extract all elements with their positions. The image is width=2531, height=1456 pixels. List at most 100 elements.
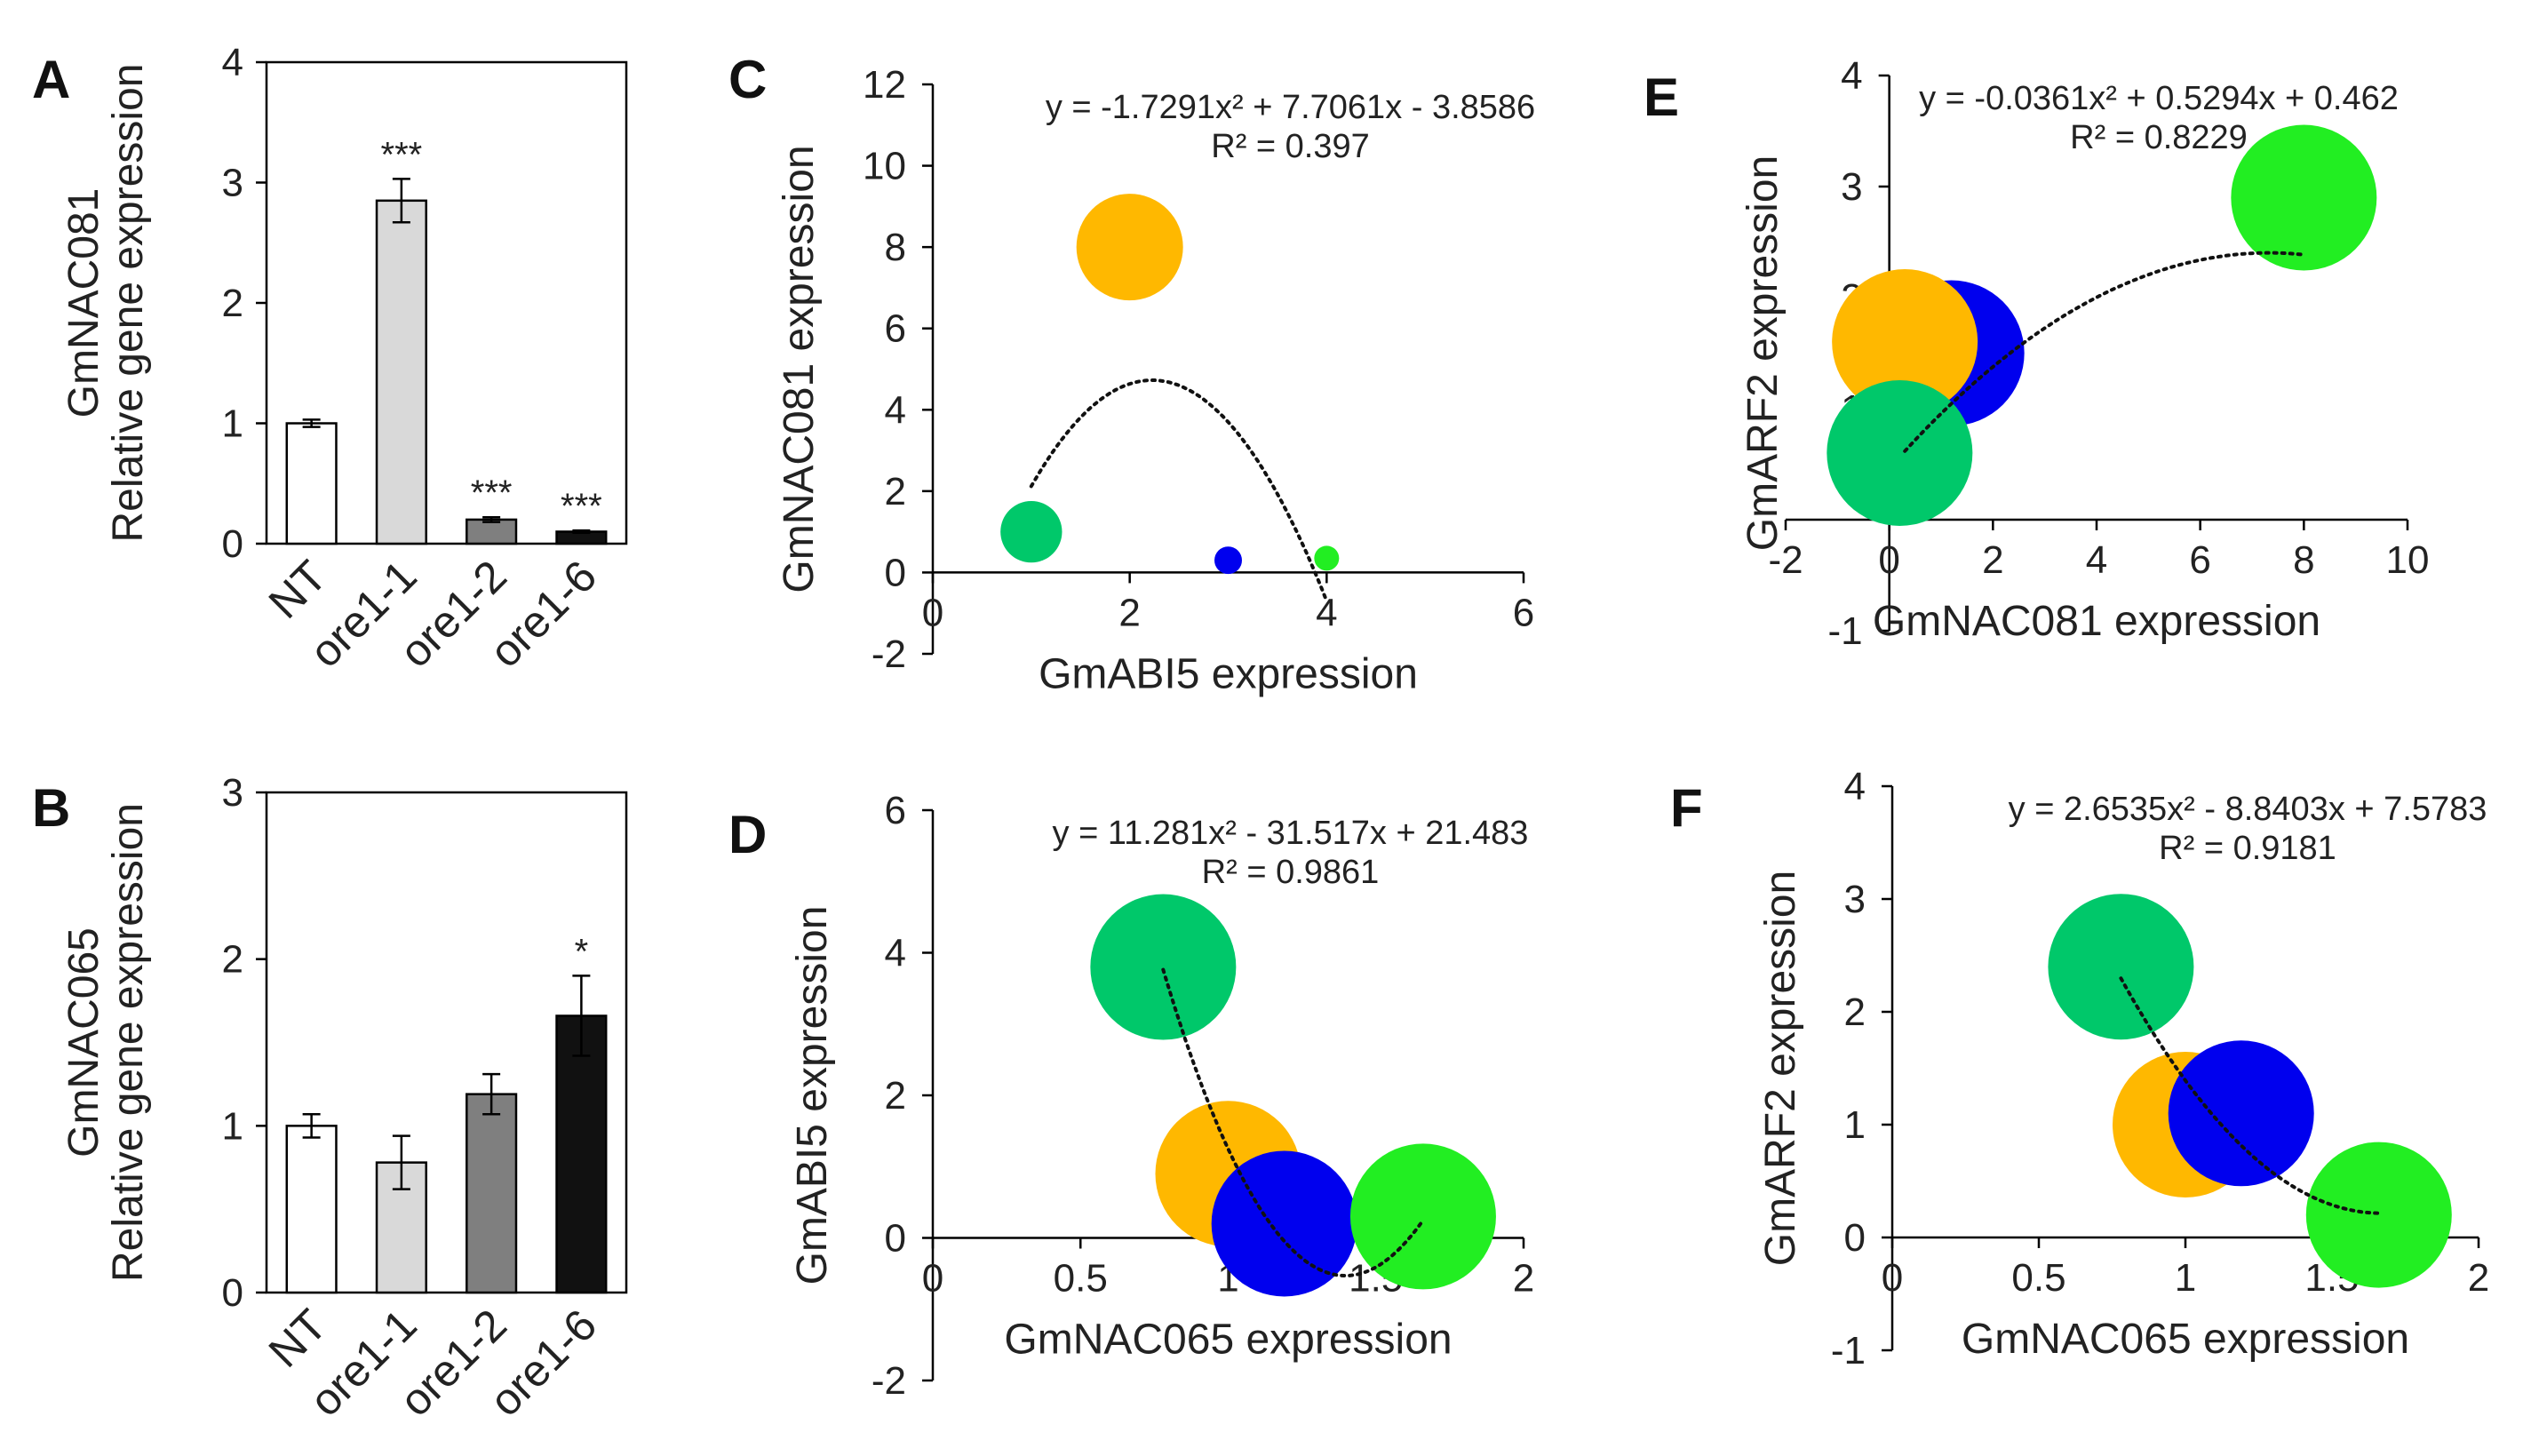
data-point-green_light xyxy=(2231,124,2377,271)
y-tick-label: 0 xyxy=(885,551,906,594)
x-tick-label: 0.5 xyxy=(2011,1256,2065,1300)
x-tick-label: 0 xyxy=(1882,1256,1903,1300)
bar-ore1-6 xyxy=(555,1014,608,1294)
y-tick-label: -2 xyxy=(872,1359,906,1403)
x-tick-label: 0.5 xyxy=(1054,1257,1108,1301)
r-squared: R² = 0.9181 xyxy=(2159,830,2336,867)
plot-frame xyxy=(265,791,628,1294)
x-tick-label: 2 xyxy=(1118,591,1140,634)
bar-ore1-1 xyxy=(375,199,427,545)
y-tick-label: 2 xyxy=(885,470,906,513)
trend-line xyxy=(1161,967,1425,1278)
data-point-green_dark xyxy=(1827,380,1973,526)
x-tick-label: 0 xyxy=(922,591,943,634)
scatter-chart-C: C 0 2 4 6 -2 0 2 4 6 8 10 12 GmABI5 expression GmNAC08… xyxy=(728,50,1535,697)
significance-label: *** xyxy=(471,473,513,513)
r-squared: R² = 0.8229 xyxy=(2070,119,2248,156)
y-tick-label: 0 xyxy=(222,1271,243,1315)
y-tick-label: 3 xyxy=(1844,878,1866,921)
data-point-green_light xyxy=(1349,1143,1496,1290)
x-axis-label: GmNAC081 expression xyxy=(1873,598,2320,645)
panel-label: A xyxy=(32,50,70,109)
data-point-green_dark xyxy=(1090,894,1237,1040)
y-axis-label: GmNAC081 expression xyxy=(776,145,823,593)
x-tick-label: 4 xyxy=(1316,591,1337,634)
data-point-blue xyxy=(1214,546,1242,575)
data-point-blue xyxy=(2168,1040,2314,1187)
trend-equation: y = -1.7291x² + 7.7061x - 3.8586 xyxy=(1046,89,1535,126)
y-tick-label: 8 xyxy=(885,226,906,269)
y-axis-label-2: Relative gene expression xyxy=(105,803,152,1282)
panel-label: B xyxy=(32,778,70,838)
y-axis-label: GmNAC065 xyxy=(60,927,107,1158)
y-tick-label: 0 xyxy=(885,1217,906,1261)
x-axis-label: GmABI5 expression xyxy=(1039,650,1418,697)
trend-line xyxy=(1029,378,1329,603)
data-point-green_dark xyxy=(1000,501,1063,563)
x-tick-label: 0 xyxy=(1878,538,1899,582)
y-tick-label: -2 xyxy=(872,633,906,676)
y-tick-label: 3 xyxy=(1841,165,1862,209)
y-tick-label: 3 xyxy=(222,162,243,205)
bar-NT xyxy=(285,422,338,545)
panel-label: F xyxy=(1670,778,1703,838)
x-tick-label: -2 xyxy=(1768,538,1803,582)
y-tick-label: 4 xyxy=(885,388,906,432)
y-axis-label: GmARF2 expression xyxy=(1757,871,1804,1266)
y-tick-label: 4 xyxy=(1844,765,1866,808)
x-tick-label: 2 xyxy=(1982,538,2003,582)
x-tick-label: 2 xyxy=(2468,1256,2489,1300)
y-tick-label: 4 xyxy=(1841,54,1862,98)
significance-label: * xyxy=(575,932,589,971)
panel-label: C xyxy=(728,50,767,109)
y-tick-label: 4 xyxy=(222,41,243,84)
y-tick-label: 3 xyxy=(222,771,243,815)
y-tick-label: 4 xyxy=(885,932,906,975)
y-axis-label: GmNAC081 xyxy=(60,188,107,418)
data-point-yellow xyxy=(1832,269,1978,415)
bar-NT xyxy=(285,1125,338,1294)
y-tick-label: 2 xyxy=(222,938,243,982)
data-point-green_light xyxy=(1314,545,1340,571)
x-tick-label: 6 xyxy=(2189,538,2210,582)
x-tick-label: 4 xyxy=(2086,538,2107,582)
trend-equation: y = 2.6535x² - 8.8403x + 7.5783 xyxy=(2009,791,2487,828)
y-tick-label: 2 xyxy=(885,1074,906,1118)
r-squared: R² = 0.397 xyxy=(1211,128,1370,165)
y-tick-label: 1 xyxy=(222,402,243,446)
trend-equation: y = 11.281x² - 31.517x + 21.483 xyxy=(1053,815,1529,852)
panel-label: D xyxy=(728,805,767,864)
y-tick-label: 1 xyxy=(1844,1103,1866,1147)
bar-ore1-2 xyxy=(466,518,518,545)
data-point-yellow xyxy=(1076,194,1183,301)
trend-line xyxy=(1903,251,2306,453)
trend-line xyxy=(2119,976,2381,1215)
y-tick-label: -1 xyxy=(1831,1329,1866,1372)
x-tick-label: 2 xyxy=(1513,1257,1534,1301)
x-tick-label: 0 xyxy=(922,1257,943,1301)
panel-label: E xyxy=(1644,68,1679,127)
y-tick-label: 1 xyxy=(222,1104,243,1148)
data-point-green_dark xyxy=(2048,894,2194,1040)
y-tick-label: -1 xyxy=(1828,609,1863,653)
y-tick-label: 6 xyxy=(885,789,906,832)
y-axis-label: GmABI5 expression xyxy=(789,906,836,1285)
y-tick-label: 2 xyxy=(222,282,243,325)
x-tick-label: 10 xyxy=(2386,538,2430,582)
x-tick-label: 8 xyxy=(2293,538,2314,582)
significance-label: *** xyxy=(381,135,423,174)
y-tick-label: 0 xyxy=(1844,1216,1866,1260)
y-tick-label: 0 xyxy=(222,522,243,566)
significance-label: *** xyxy=(561,487,602,526)
y-tick-label: 2 xyxy=(1844,991,1866,1034)
y-tick-label: 10 xyxy=(863,145,906,188)
x-tick-label: 6 xyxy=(1513,591,1534,634)
r-squared: R² = 0.9861 xyxy=(1202,854,1380,891)
y-tick-label: 6 xyxy=(885,307,906,351)
